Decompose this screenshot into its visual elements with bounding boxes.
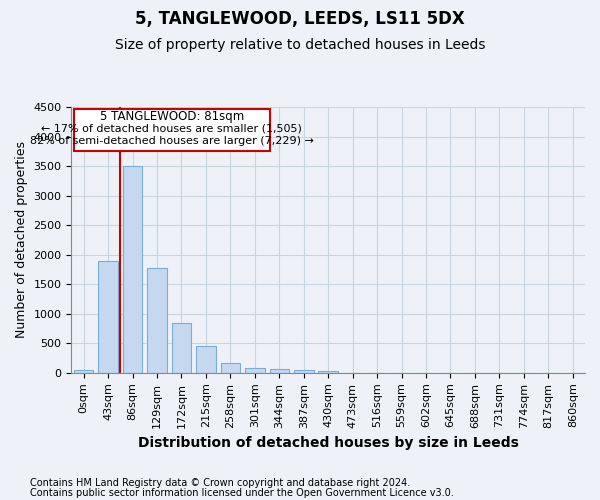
Bar: [319, 371, 338, 373]
Text: Contains HM Land Registry data © Crown copyright and database right 2024.: Contains HM Land Registry data © Crown c…: [30, 478, 410, 488]
Bar: [245, 368, 265, 373]
X-axis label: Distribution of detached houses by size in Leeds: Distribution of detached houses by size …: [138, 436, 518, 450]
Text: 5, TANGLEWOOD, LEEDS, LS11 5DX: 5, TANGLEWOOD, LEEDS, LS11 5DX: [135, 10, 465, 28]
Bar: [221, 363, 240, 373]
Text: Contains public sector information licensed under the Open Government Licence v3: Contains public sector information licen…: [30, 488, 454, 498]
Bar: [294, 370, 314, 373]
Bar: [196, 346, 215, 373]
Text: 82% of semi-detached houses are larger (7,229) →: 82% of semi-detached houses are larger (…: [30, 136, 314, 146]
Bar: [74, 370, 94, 373]
Bar: [98, 260, 118, 373]
Text: ← 17% of detached houses are smaller (1,505): ← 17% of detached houses are smaller (1,…: [41, 124, 302, 134]
Bar: [172, 322, 191, 373]
Bar: [123, 166, 142, 373]
Y-axis label: Number of detached properties: Number of detached properties: [15, 142, 28, 338]
Text: 5 TANGLEWOOD: 81sqm: 5 TANGLEWOOD: 81sqm: [100, 110, 244, 122]
Bar: [269, 370, 289, 373]
Bar: [147, 268, 167, 373]
Bar: [74, 109, 269, 150]
Text: Size of property relative to detached houses in Leeds: Size of property relative to detached ho…: [115, 38, 485, 52]
